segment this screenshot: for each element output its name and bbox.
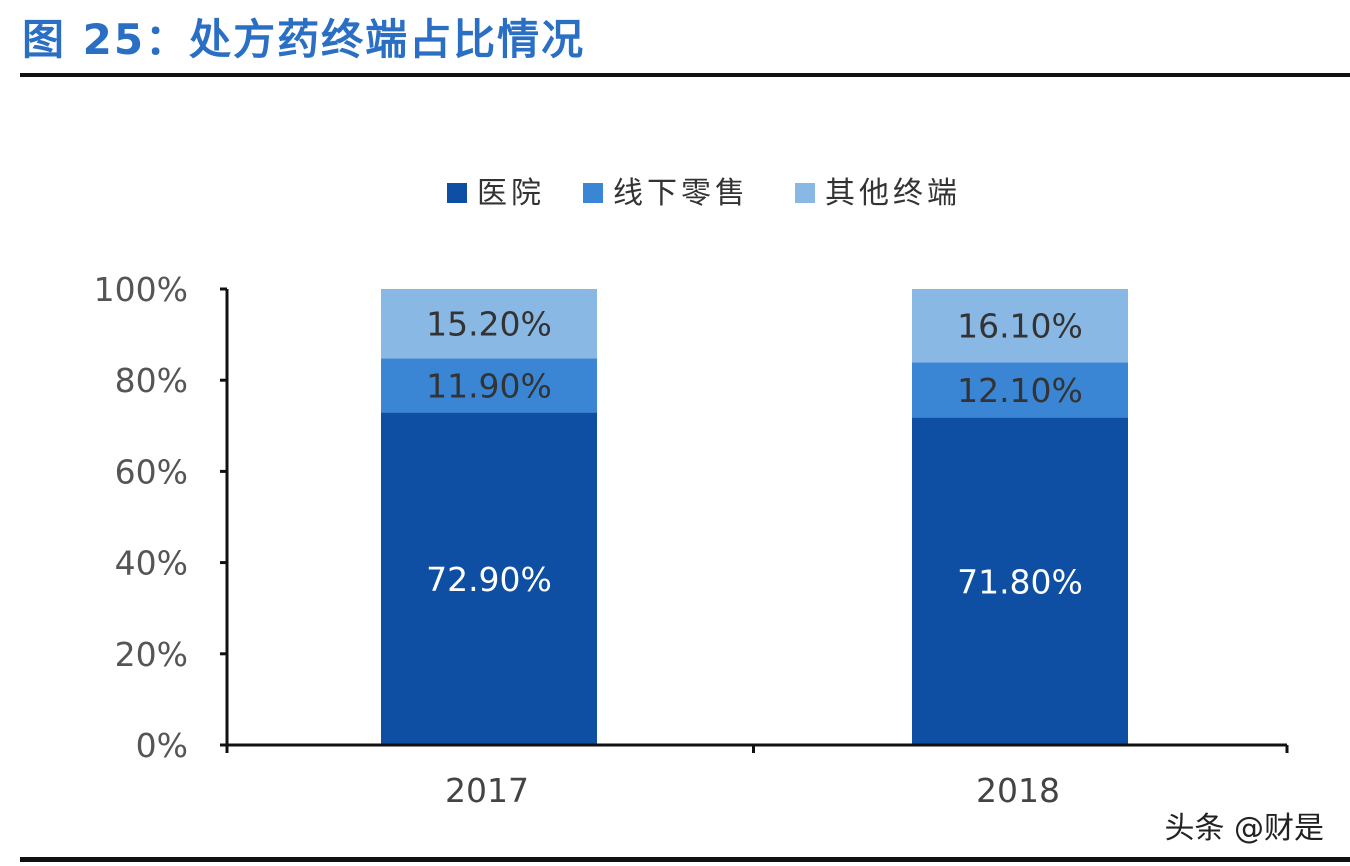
x-axis: 2017 2018 xyxy=(225,743,1289,810)
data-label-2018-2: 16.10% xyxy=(957,307,1083,346)
legend-swatch-0 xyxy=(447,183,467,203)
top-rule xyxy=(20,73,1350,77)
y-tick-label-3: 60% xyxy=(115,452,188,491)
y-tick-label-0: 0% xyxy=(136,726,188,765)
legend: 医院 线下零售 其他终端 xyxy=(447,176,961,211)
bar-segment-2017-1 xyxy=(381,358,597,413)
data-label-2017-1: 11.90% xyxy=(426,366,552,405)
legend-swatch-2 xyxy=(795,183,815,203)
bottom-rule xyxy=(20,857,1350,862)
y-tick-label-4: 80% xyxy=(115,361,188,400)
data-label-2017-0: 72.90% xyxy=(426,560,552,599)
bar-segment-2018-1 xyxy=(912,362,1128,418)
bars: 72.90% 11.90% 15.20% 71.80% 12.10% 16.10% xyxy=(381,289,1128,745)
bar-segment-2018-2 xyxy=(912,289,1128,363)
data-label-2018-0: 71.80% xyxy=(957,562,1083,601)
watermark: 头条 @财是 xyxy=(1164,811,1324,846)
data-label-2017-2: 15.20% xyxy=(426,305,552,344)
legend-label-1: 线下零售 xyxy=(613,176,749,211)
bar-segment-2017-2 xyxy=(381,289,597,359)
y-tick-label-1: 20% xyxy=(115,635,188,674)
legend-swatch-1 xyxy=(583,183,603,203)
legend-label-0: 医院 xyxy=(477,176,545,211)
y-tick-label-2: 40% xyxy=(115,544,188,583)
figure-title: 图 25：处方药终端占比情况 xyxy=(22,15,586,64)
x-category-label-2017: 2017 xyxy=(445,771,529,810)
legend-label-2: 其他终端 xyxy=(825,176,961,211)
x-category-label-2018: 2018 xyxy=(976,771,1060,810)
bar-segment-2018-0 xyxy=(912,417,1128,745)
y-tick-label-5: 100% xyxy=(94,270,188,309)
data-label-2018-1: 12.10% xyxy=(957,371,1083,410)
y-axis: 0% 20% 40% 60% 80% 100% xyxy=(94,270,229,765)
bar-segment-2017-0 xyxy=(381,412,597,745)
